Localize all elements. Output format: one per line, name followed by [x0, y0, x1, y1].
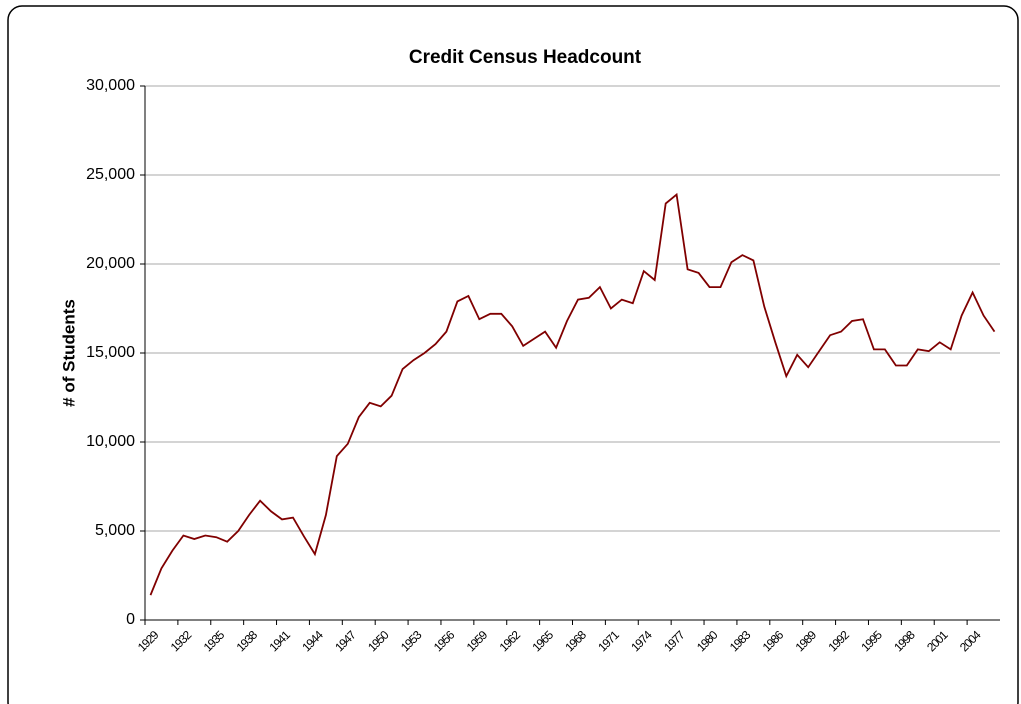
y-tick-label: 20,000 — [86, 255, 135, 272]
y-tick-label: 0 — [126, 611, 135, 628]
data-line — [149, 192, 996, 596]
y-tick-label: 30,000 — [86, 77, 135, 94]
chart-frame — [7, 5, 1019, 704]
chart-title: Credit Census Headcount — [409, 47, 642, 68]
y-tick-label: 15,000 — [86, 344, 135, 361]
y-tick-label: 25,000 — [86, 166, 135, 183]
y-tick-label: 10,000 — [86, 433, 135, 450]
y-axis-label: # of Students — [59, 299, 78, 407]
y-tick-label: 5,000 — [95, 522, 135, 539]
